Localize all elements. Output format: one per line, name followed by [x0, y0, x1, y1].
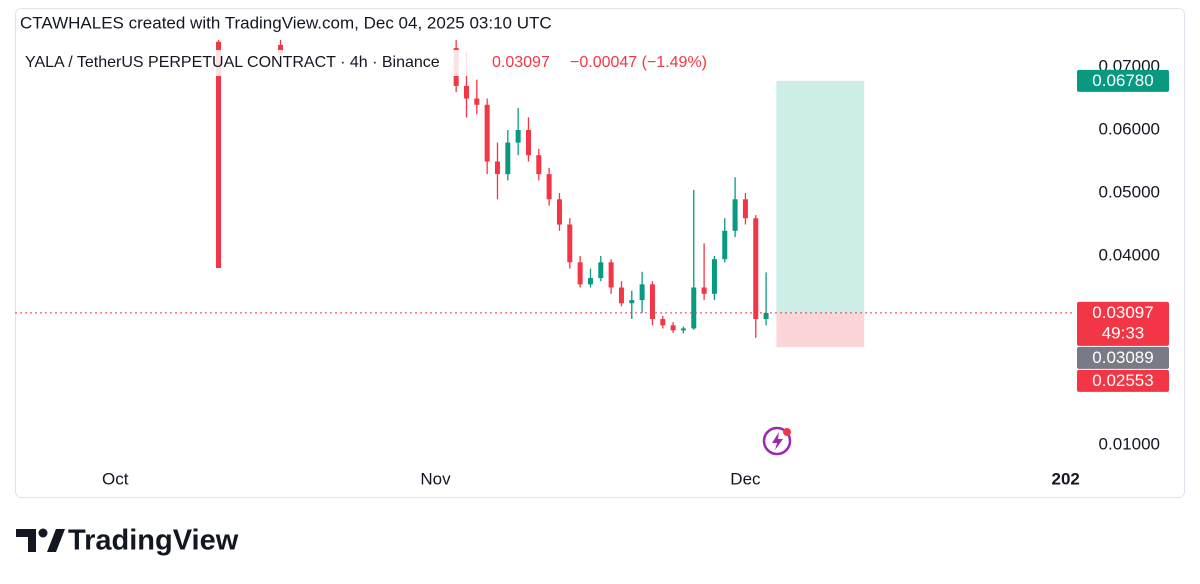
candle-body: [618, 287, 624, 304]
symbol-title: YALA / TetherUS PERPETUAL CONTRACT · 4h …: [25, 54, 440, 71]
x-tick-label: Oct: [102, 469, 129, 488]
candle-body: [608, 262, 614, 288]
brand-logo: TradingView: [16, 525, 239, 557]
price-badge: [1077, 346, 1169, 369]
x-tick-label: Nov: [420, 469, 451, 488]
brand-name: TradingView: [68, 525, 239, 557]
candle-body: [463, 85, 469, 99]
price-badge-label: 0.06780: [1092, 71, 1153, 90]
countdown-label: 49:33: [1102, 323, 1145, 342]
candle-body: [701, 287, 707, 294]
candle-body: [505, 142, 511, 175]
candle-body: [494, 161, 500, 175]
candle-body: [711, 259, 717, 294]
price-badge-label: 0.03089: [1092, 348, 1153, 367]
profit-zone: [776, 80, 865, 313]
candle-body: [691, 287, 697, 329]
candle-body: [753, 218, 759, 320]
alert-dot: [783, 428, 791, 436]
candle-body: [660, 319, 666, 326]
x-tick-label: 202: [1052, 469, 1080, 488]
candle-body: [670, 325, 676, 331]
x-tick-label: Dec: [730, 469, 761, 488]
logo-mark: [47, 529, 65, 552]
candle-body: [649, 284, 655, 320]
alert-ring[interactable]: [762, 426, 792, 456]
price-badge: [1077, 69, 1169, 92]
candle-body: [567, 224, 573, 263]
last-price: 0.03097: [492, 54, 550, 71]
candle-body: [587, 278, 593, 285]
alert-icon[interactable]: [762, 426, 792, 456]
loss-zone: [776, 312, 865, 348]
price-badge: [1077, 301, 1169, 346]
candle-body: [680, 328, 686, 331]
candle-body: [484, 104, 490, 162]
candle-body: [598, 262, 604, 279]
price-badge-label: 0.03097: [1092, 303, 1153, 322]
alert-bolt: [772, 432, 783, 450]
candle-body: [556, 199, 562, 225]
y-tick-label: 0.06000: [1099, 119, 1160, 138]
candle-body: [742, 199, 748, 219]
y-tick-label: 0.01000: [1099, 435, 1160, 454]
candle-body: [629, 300, 635, 304]
y-tick-label: 0.05000: [1099, 182, 1160, 201]
price-change: −0.00047 (−1.49%): [570, 54, 707, 71]
price-badge: [1077, 369, 1169, 392]
chart-frame: [15, 8, 1185, 498]
candle-body: [639, 284, 645, 301]
candle-body: [525, 130, 531, 156]
candle-body: [722, 230, 728, 260]
candle-body: [546, 174, 552, 200]
logo-mark: [38, 528, 48, 538]
price-badge-label: 0.02553: [1092, 371, 1153, 390]
candle-body: [732, 199, 738, 231]
logo-mark: [16, 529, 36, 552]
candle-body: [763, 312, 769, 320]
legend-backdrop: [20, 50, 740, 76]
candle-body: [515, 130, 521, 143]
candle-body: [536, 155, 542, 175]
caption: CTAWHALES created with TradingView.com, …: [20, 13, 552, 32]
candle-body: [577, 262, 583, 285]
candle-body: [474, 98, 480, 105]
candle-body: [278, 44, 284, 55]
y-tick-label: 0.04000: [1099, 245, 1160, 264]
candle-body: [216, 41, 222, 268]
